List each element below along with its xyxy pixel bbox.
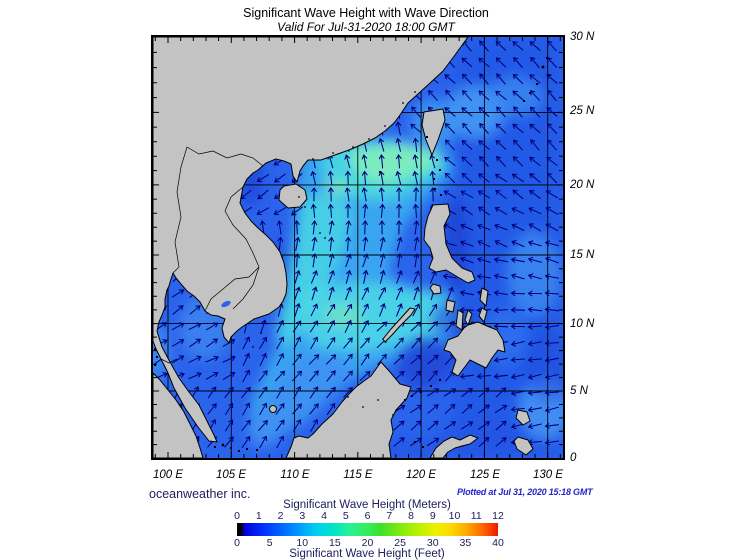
lat-tick-label: 10 N bbox=[570, 318, 595, 330]
taiwan-island bbox=[421, 108, 446, 156]
mindanao-island bbox=[443, 321, 506, 377]
plotted-timestamp: Plotted at Jul 31, 2020 15:18 GMT bbox=[457, 487, 593, 497]
small-islands bbox=[154, 57, 550, 452]
legend-feet-title: Significant Wave Height (Feet) bbox=[289, 548, 445, 560]
lat-tick-label: 15 N bbox=[570, 249, 595, 261]
borneo-island bbox=[285, 361, 412, 458]
feet-tick-label: 0 bbox=[234, 537, 240, 549]
feet-tick-label: 30 bbox=[426, 537, 439, 549]
tonle-sap-lake bbox=[221, 300, 231, 308]
feet-tick-label: 35 bbox=[459, 537, 472, 549]
meters-tick-label: 10 bbox=[448, 510, 461, 522]
meters-tick-label: 0 bbox=[234, 510, 240, 522]
panay-island bbox=[445, 299, 456, 313]
lat-tick-label: 20 N bbox=[570, 179, 595, 191]
meters-tick-label: 3 bbox=[299, 510, 306, 522]
halmahera-island bbox=[515, 409, 531, 426]
lon-tick-label: 125 E bbox=[469, 469, 501, 481]
map-plot-frame bbox=[151, 35, 565, 460]
lat-tick-label: 30 N bbox=[570, 31, 595, 43]
feet-tick-label: 15 bbox=[329, 537, 341, 549]
luzon-island bbox=[423, 203, 476, 284]
mainland-asia bbox=[153, 37, 469, 443]
meters-tick-label: 11 bbox=[470, 510, 482, 522]
feet-tick-label: 25 bbox=[394, 537, 406, 549]
samar-island bbox=[479, 287, 489, 307]
leyte-island bbox=[478, 307, 488, 323]
meters-tick-label: 6 bbox=[364, 510, 371, 522]
lon-tick-label: 105 E bbox=[215, 469, 247, 481]
morotai-island bbox=[513, 436, 534, 456]
lat-tick-label: 5 N bbox=[570, 385, 588, 397]
hainan-island bbox=[278, 183, 308, 209]
land-layer bbox=[153, 37, 534, 458]
ocean-layer bbox=[153, 37, 563, 458]
meters-tick-label: 9 bbox=[429, 510, 436, 522]
meters-tick-label: 8 bbox=[408, 510, 414, 522]
lat-tick-label: 25 N bbox=[570, 105, 595, 117]
meters-tick-label: 2 bbox=[277, 510, 284, 522]
lat-tick-label: 0 bbox=[570, 452, 577, 464]
meters-tick-label: 4 bbox=[321, 510, 327, 522]
lon-tick-label: 110 E bbox=[280, 469, 310, 481]
mindoro-island bbox=[429, 283, 442, 295]
page-title: Significant Wave Height with Wave Direct… bbox=[243, 6, 489, 20]
lon-tick-label: 115 E bbox=[343, 469, 373, 481]
country-borders bbox=[160, 146, 264, 364]
colorbar bbox=[237, 523, 498, 536]
legend-meters-title: Significant Wave Height (Meters) bbox=[283, 499, 451, 511]
feet-tick-label: 20 bbox=[361, 537, 374, 549]
meters-tick-label: 7 bbox=[386, 510, 393, 522]
lon-tick-label: 100 E bbox=[152, 469, 184, 481]
credit-text: oceanweather inc. bbox=[149, 487, 251, 501]
valid-time-subtitle: Valid For Jul-31-2020 18:00 GMT bbox=[277, 20, 455, 34]
natuna-island bbox=[269, 405, 277, 413]
lon-tick-label: 120 E bbox=[405, 469, 437, 481]
wave-map bbox=[153, 37, 563, 458]
feet-tick-label: 10 bbox=[296, 537, 309, 549]
meters-tick-label: 5 bbox=[342, 510, 349, 522]
palawan-island bbox=[382, 307, 416, 343]
sumatra-island bbox=[153, 372, 204, 458]
lon-tick-label: 130 E bbox=[532, 469, 564, 481]
meters-tick-label: 12 bbox=[492, 510, 504, 522]
feet-tick-label: 40 bbox=[492, 537, 504, 549]
meters-tick-label: 1 bbox=[255, 510, 262, 522]
frame-ticks bbox=[153, 37, 563, 458]
sulawesi-island bbox=[429, 434, 479, 458]
feet-tick-label: 5 bbox=[266, 537, 273, 549]
